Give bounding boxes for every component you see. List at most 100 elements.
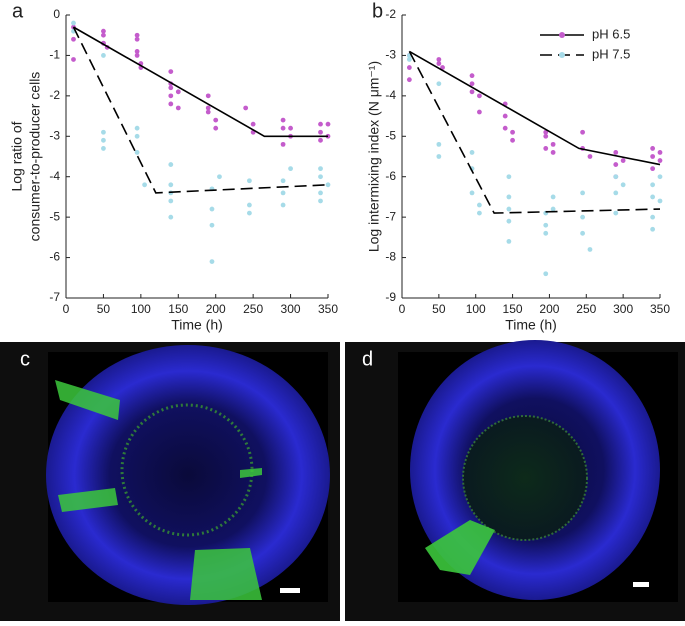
y-tick-label: -7 — [49, 290, 60, 304]
data-point — [280, 117, 286, 123]
data-point — [657, 150, 663, 155]
data-point — [613, 174, 619, 180]
data-point — [280, 190, 286, 196]
fit-line — [72, 26, 329, 194]
x-tick-label: 50 — [432, 302, 446, 316]
data-point — [250, 121, 256, 127]
data-point — [101, 28, 106, 34]
data-point — [469, 81, 475, 87]
data-point — [168, 182, 174, 188]
data-point — [318, 198, 323, 204]
data-point — [477, 202, 482, 208]
x-tick-label: 350 — [650, 302, 670, 316]
data-point — [580, 190, 585, 196]
data-point — [477, 210, 482, 216]
data-point — [620, 158, 626, 163]
data-point — [587, 247, 593, 252]
data-point — [506, 194, 512, 200]
data-point — [657, 198, 663, 204]
data-point — [613, 162, 619, 167]
panel-label: c — [20, 348, 30, 370]
data-point — [71, 36, 76, 42]
x-tick-label: 300 — [613, 302, 633, 316]
data-point — [506, 218, 512, 224]
image-panel-c: c — [0, 342, 340, 621]
data-point — [406, 57, 412, 62]
x-tick-label: 0 — [63, 302, 70, 316]
data-point — [436, 57, 442, 62]
data-point — [175, 89, 181, 95]
data-point — [543, 230, 549, 236]
data-point — [543, 271, 549, 277]
data-point — [217, 174, 222, 180]
x-tick-label: 0 — [399, 302, 406, 316]
data-point — [134, 133, 140, 139]
data-point — [71, 20, 76, 26]
legend-label: pH 7.5 — [592, 46, 630, 61]
data-point — [550, 206, 556, 212]
fit-line — [408, 51, 661, 214]
data-point — [650, 194, 656, 200]
data-point — [318, 137, 323, 143]
data-point — [134, 36, 140, 42]
data-point — [650, 214, 656, 220]
data-point — [247, 202, 252, 208]
data-point — [318, 174, 323, 180]
y-tick-label: -6 — [385, 169, 396, 183]
data-point — [280, 178, 286, 184]
data-point — [168, 93, 174, 99]
data-point — [134, 48, 140, 54]
data-point — [280, 125, 286, 131]
data-point — [440, 65, 445, 70]
y-tick-label: -4 — [385, 88, 396, 102]
data-point — [318, 166, 323, 172]
y-tick-label: -8 — [385, 250, 396, 264]
data-point — [71, 57, 76, 62]
x-axis-label: Time (h) — [505, 317, 557, 333]
data-point — [175, 105, 181, 111]
data-point — [580, 230, 585, 236]
y-axis-label: Log ratio of — [9, 121, 25, 191]
data-point — [613, 190, 619, 196]
data-point — [134, 150, 140, 155]
x-tick-label: 250 — [576, 302, 596, 316]
data-point — [101, 146, 106, 151]
data-point — [209, 222, 215, 228]
data-point — [247, 178, 252, 184]
x-tick-label: 150 — [168, 302, 188, 316]
data-point — [213, 125, 219, 131]
data-point — [550, 141, 556, 147]
data-point — [325, 121, 331, 127]
data-point — [506, 239, 512, 244]
legend-marker — [559, 52, 565, 58]
data-point — [543, 129, 549, 135]
data-point — [101, 53, 106, 58]
y-tick-label: -3 — [385, 48, 396, 62]
data-point — [318, 129, 323, 135]
data-point — [477, 109, 482, 115]
x-tick-label: 200 — [539, 302, 559, 316]
data-point — [318, 190, 323, 196]
data-point — [550, 150, 556, 155]
data-point — [134, 53, 140, 58]
data-point — [613, 210, 619, 216]
legend-marker — [559, 32, 565, 38]
data-point — [280, 141, 286, 147]
y-tick-label: -2 — [49, 88, 60, 102]
data-point — [502, 125, 508, 131]
x-tick-label: 100 — [466, 302, 486, 316]
data-point — [436, 61, 442, 66]
data-point — [213, 117, 219, 123]
y-tick-label: -5 — [385, 128, 396, 142]
data-point — [650, 154, 656, 159]
data-point — [543, 146, 549, 151]
y-axis-label: consumer-to-producer cells — [27, 72, 43, 242]
data-point — [613, 150, 619, 155]
y-tick-label: -4 — [49, 169, 60, 183]
fit-line — [408, 50, 661, 166]
data-point — [318, 121, 323, 127]
data-point — [510, 137, 515, 143]
data-point — [168, 214, 174, 220]
data-point — [657, 158, 663, 163]
